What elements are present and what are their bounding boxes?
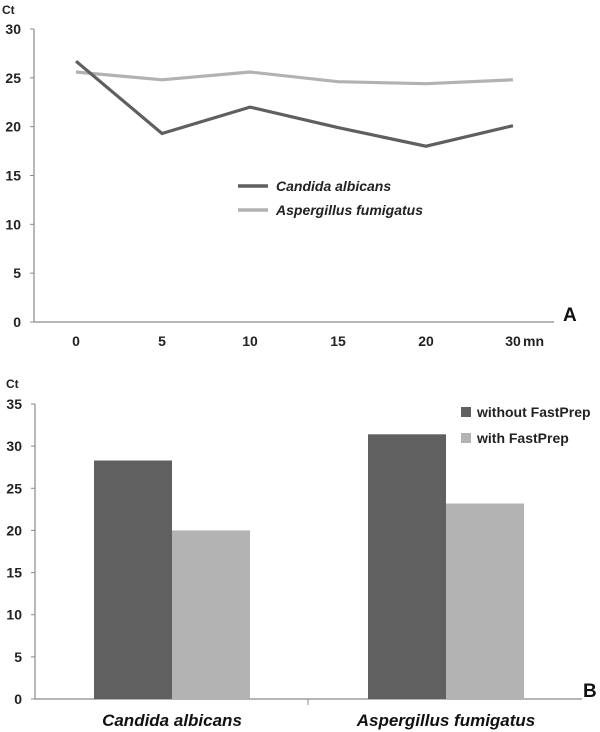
line-y-tick-label: 0 [13,314,21,330]
legend-label-aspergillus-line: Aspergillus fumigatus [275,202,423,218]
line-y-tick-label: 30 [5,21,21,37]
line-x-unit: mn [523,333,544,349]
line-series-group [74,59,514,148]
line-y-tick-label: 15 [5,168,21,184]
bar-y-tick-label: 35 [6,396,22,412]
line-series-aspergillus-fumigatus [75,70,514,86]
legend-label-without-fastprep: without FastPrep [476,404,591,420]
bar-category-label: Aspergillus fumigatus [356,711,536,730]
line-y-tick-label: 25 [5,70,21,86]
legend-label-candida-line: Candida albicans [276,178,391,194]
bar-y-tick-label: 20 [6,522,22,538]
line-chart-panel: Ct 0 5 10 15 20 25 30 0 5 10 15 20 30 mn Candida al… [2,3,577,349]
bar-y-ticks: 0 5 10 15 20 25 30 35 [6,396,35,707]
bar-legend: without FastPrep with FastPrep [461,404,591,446]
line-x-tick-label: 30 [505,333,521,349]
bar-category-labels: Candida albicans Aspergillus fumigatus [102,699,535,730]
line-legend: Candida albicans Aspergillus fumigatus [238,178,423,218]
line-y-tick-label: 5 [13,265,21,281]
line-y-tick-label: 20 [5,119,21,135]
legend-swatch-with-fastprep [461,433,471,443]
bar-y-tick-label: 5 [14,649,22,665]
bar-y-tick-label: 10 [6,607,22,623]
bar-category-label: Candida albicans [102,711,242,730]
bar-chart-panel: Ct 0 5 10 15 20 25 30 35 Candida albicans Asperg… [6,377,597,730]
bar-without-fastprep [368,434,446,699]
legend-swatch-without-fastprep [461,407,471,417]
line-x-tick-label: 5 [158,333,166,349]
panel-label-b: B [583,681,597,702]
line-x-ticks: 0 5 10 15 20 30 [72,333,521,349]
line-series-candida-albicans [74,59,514,148]
panel-label-a: A [563,305,577,326]
bar-series-group [94,434,524,699]
bar-without-fastprep [94,460,172,699]
bar-y-tick-label: 30 [6,438,22,454]
bar-with-fastprep [172,530,250,699]
bar-y-tick-label: 0 [14,691,22,707]
line-y-tick-label: 10 [5,216,21,232]
line-x-tick-label: 15 [330,333,346,349]
legend-label-with-fastprep: with FastPrep [476,430,569,446]
bar-y-tick-label: 15 [6,565,22,581]
line-x-tick-label: 0 [72,333,80,349]
line-x-tick-label: 10 [242,333,258,349]
line-x-tick-label: 20 [418,333,434,349]
line-ylabel: Ct [2,3,15,17]
bar-ylabel: Ct [6,377,19,391]
bar-y-tick-label: 25 [6,480,22,496]
bar-with-fastprep [446,503,524,699]
line-y-ticks: 0 5 10 15 20 25 30 [5,21,34,330]
